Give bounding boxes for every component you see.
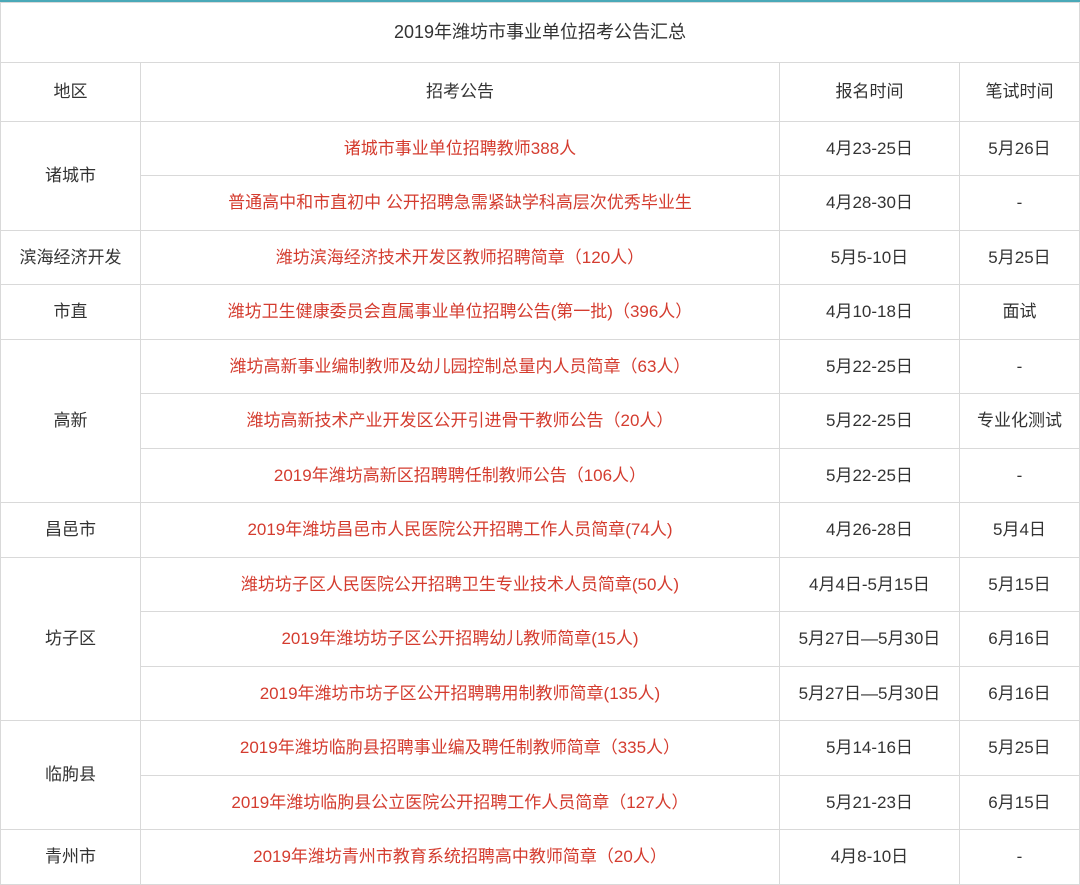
exam-cell: 5月4日 [959, 503, 1079, 558]
notice-link[interactable]: 潍坊高新事业编制教师及幼儿园控制总量内人员简章（63人） [141, 339, 780, 394]
notice-link[interactable]: 2019年潍坊坊子区公开招聘幼儿教师简章(15人) [141, 612, 780, 667]
table-row: 市直潍坊卫生健康委员会直属事业单位招聘公告(第一批)（396人）4月10-18日… [1, 285, 1080, 340]
exam-cell: - [959, 339, 1079, 394]
notice-link[interactable]: 2019年潍坊临朐县招聘事业编及聘任制教师简章（335人） [141, 721, 780, 776]
exam-cell: 6月15日 [959, 775, 1079, 830]
table-row: 青州市2019年潍坊青州市教育系统招聘高中教师简章（20人）4月8-10日- [1, 830, 1080, 885]
table-row: 2019年潍坊临朐县公立医院公开招聘工作人员简章（127人）5月21-23日6月… [1, 775, 1080, 830]
notice-link[interactable]: 普通高中和市直初中 公开招聘急需紧缺学科高层次优秀毕业生 [141, 176, 780, 231]
region-cell: 坊子区 [1, 557, 141, 721]
region-cell: 临朐县 [1, 721, 141, 830]
table-row: 滨海经济开发潍坊滨海经济技术开发区教师招聘简章（120人）5月5-10日5月25… [1, 230, 1080, 285]
signup-cell: 5月27日—5月30日 [779, 612, 959, 667]
region-cell: 市直 [1, 285, 141, 340]
signup-cell: 4月26-28日 [779, 503, 959, 558]
region-cell: 高新 [1, 339, 141, 503]
exam-cell: 6月16日 [959, 612, 1079, 667]
table-row: 2019年潍坊高新区招聘聘任制教师公告（106人）5月22-25日- [1, 448, 1080, 503]
region-cell: 滨海经济开发 [1, 230, 141, 285]
notice-link[interactable]: 潍坊坊子区人民医院公开招聘卫生专业技术人员简章(50人) [141, 557, 780, 612]
table-row: 临朐县2019年潍坊临朐县招聘事业编及聘任制教师简章（335人）5月14-16日… [1, 721, 1080, 776]
table-title-row: 2019年潍坊市事业单位招考公告汇总 [1, 3, 1080, 63]
exam-cell: 专业化测试 [959, 394, 1079, 449]
exam-cell: - [959, 176, 1079, 231]
recruitment-table: 2019年潍坊市事业单位招考公告汇总 地区 招考公告 报名时间 笔试时间 诸城市… [0, 2, 1080, 885]
region-cell: 诸城市 [1, 121, 141, 230]
signup-cell: 4月8-10日 [779, 830, 959, 885]
notice-link[interactable]: 诸城市事业单位招聘教师388人 [141, 121, 780, 176]
exam-cell: 5月26日 [959, 121, 1079, 176]
table-row: 诸城市诸城市事业单位招聘教师388人4月23-25日5月26日 [1, 121, 1080, 176]
notice-link[interactable]: 潍坊卫生健康委员会直属事业单位招聘公告(第一批)（396人） [141, 285, 780, 340]
signup-cell: 5月22-25日 [779, 394, 959, 449]
signup-cell: 5月22-25日 [779, 339, 959, 394]
region-cell: 昌邑市 [1, 503, 141, 558]
exam-cell: - [959, 830, 1079, 885]
table-row: 昌邑市2019年潍坊昌邑市人民医院公开招聘工作人员简章(74人)4月26-28日… [1, 503, 1080, 558]
exam-cell: 5月25日 [959, 230, 1079, 285]
signup-cell: 4月28-30日 [779, 176, 959, 231]
table-row: 2019年潍坊市坊子区公开招聘聘用制教师简章(135人)5月27日—5月30日6… [1, 666, 1080, 721]
table-row: 普通高中和市直初中 公开招聘急需紧缺学科高层次优秀毕业生4月28-30日- [1, 176, 1080, 231]
signup-cell: 5月5-10日 [779, 230, 959, 285]
col-header-exam: 笔试时间 [959, 63, 1079, 122]
exam-cell: - [959, 448, 1079, 503]
notice-link[interactable]: 潍坊滨海经济技术开发区教师招聘简章（120人） [141, 230, 780, 285]
signup-cell: 5月21-23日 [779, 775, 959, 830]
exam-cell: 5月25日 [959, 721, 1079, 776]
table-row: 潍坊高新技术产业开发区公开引进骨干教师公告（20人）5月22-25日专业化测试 [1, 394, 1080, 449]
signup-cell: 4月4日-5月15日 [779, 557, 959, 612]
notice-link[interactable]: 2019年潍坊青州市教育系统招聘高中教师简章（20人） [141, 830, 780, 885]
table-row: 坊子区潍坊坊子区人民医院公开招聘卫生专业技术人员简章(50人)4月4日-5月15… [1, 557, 1080, 612]
signup-cell: 5月22-25日 [779, 448, 959, 503]
signup-cell: 5月27日—5月30日 [779, 666, 959, 721]
exam-cell: 面试 [959, 285, 1079, 340]
exam-cell: 5月15日 [959, 557, 1079, 612]
exam-cell: 6月16日 [959, 666, 1079, 721]
table-container: 2019年潍坊市事业单位招考公告汇总 地区 招考公告 报名时间 笔试时间 诸城市… [0, 0, 1080, 885]
notice-link[interactable]: 潍坊高新技术产业开发区公开引进骨干教师公告（20人） [141, 394, 780, 449]
col-header-signup: 报名时间 [779, 63, 959, 122]
signup-cell: 4月10-18日 [779, 285, 959, 340]
notice-link[interactable]: 2019年潍坊临朐县公立医院公开招聘工作人员简章（127人） [141, 775, 780, 830]
table-row: 高新潍坊高新事业编制教师及幼儿园控制总量内人员简章（63人）5月22-25日- [1, 339, 1080, 394]
col-header-region: 地区 [1, 63, 141, 122]
notice-link[interactable]: 2019年潍坊市坊子区公开招聘聘用制教师简章(135人) [141, 666, 780, 721]
signup-cell: 5月14-16日 [779, 721, 959, 776]
table-row: 2019年潍坊坊子区公开招聘幼儿教师简章(15人)5月27日—5月30日6月16… [1, 612, 1080, 667]
table-header-row: 地区 招考公告 报名时间 笔试时间 [1, 63, 1080, 122]
notice-link[interactable]: 2019年潍坊高新区招聘聘任制教师公告（106人） [141, 448, 780, 503]
notice-link[interactable]: 2019年潍坊昌邑市人民医院公开招聘工作人员简章(74人) [141, 503, 780, 558]
signup-cell: 4月23-25日 [779, 121, 959, 176]
col-header-notice: 招考公告 [141, 63, 780, 122]
region-cell: 青州市 [1, 830, 141, 885]
table-title: 2019年潍坊市事业单位招考公告汇总 [1, 3, 1080, 63]
